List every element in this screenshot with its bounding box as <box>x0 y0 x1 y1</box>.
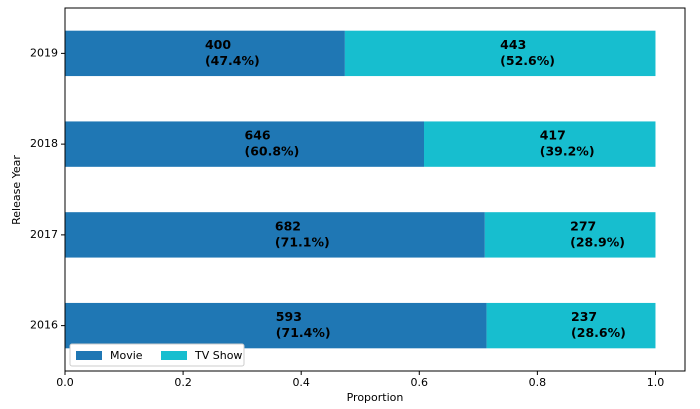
bar-percent-label: (71.1%) <box>275 234 330 249</box>
x-tick-label: 0.0 <box>56 376 74 389</box>
legend-box <box>69 343 245 367</box>
x-tick-label: 0.8 <box>529 376 547 389</box>
bar-count-label: 400 <box>205 37 231 52</box>
bar-count-label: 593 <box>276 309 302 324</box>
bar <box>424 121 656 167</box>
legend-swatch <box>76 351 102 360</box>
bar-percent-label: (28.6%) <box>571 325 626 340</box>
bar-percent-label: (71.4%) <box>276 325 331 340</box>
y-tick-label: 2019 <box>30 46 58 59</box>
bar-count-label: 277 <box>570 218 596 233</box>
bar-count-label: 417 <box>540 128 566 143</box>
x-tick-label: 0.4 <box>292 376 310 389</box>
x-tick-label: 0.6 <box>411 376 429 389</box>
plot-frame <box>64 7 686 372</box>
bar-percent-label: (39.2%) <box>540 144 595 159</box>
bar <box>486 302 656 349</box>
y-tick-label: 2017 <box>30 228 58 241</box>
y-tick-label: 2018 <box>30 137 58 150</box>
bar-count-label: 443 <box>500 37 526 52</box>
bar <box>65 212 485 258</box>
y-axis-label: Release Year <box>10 155 23 225</box>
y-tick-label: 2016 <box>30 319 58 332</box>
legend: Movie TV Show <box>69 343 245 367</box>
x-tick-label: 0.2 <box>174 376 192 389</box>
bar-percent-label: (60.8%) <box>245 144 300 159</box>
bar <box>484 212 656 258</box>
bar <box>65 302 487 349</box>
bar-count-label: 682 <box>275 218 301 233</box>
bar-count-label: 646 <box>245 128 271 143</box>
legend-swatch <box>161 351 187 360</box>
bar <box>344 30 656 77</box>
bar-count-label: 237 <box>571 309 597 324</box>
bar <box>65 30 345 77</box>
legend-label: Movie <box>110 349 143 362</box>
bar-percent-label: (52.6%) <box>500 53 555 68</box>
bar-percent-label: (28.9%) <box>570 234 625 249</box>
x-tick-label: 1.0 <box>647 376 665 389</box>
x-axis-label: Proportion <box>347 391 404 404</box>
bar-percent-label: (47.4%) <box>205 53 260 68</box>
bar <box>65 121 425 167</box>
legend-label: TV Show <box>194 349 242 362</box>
